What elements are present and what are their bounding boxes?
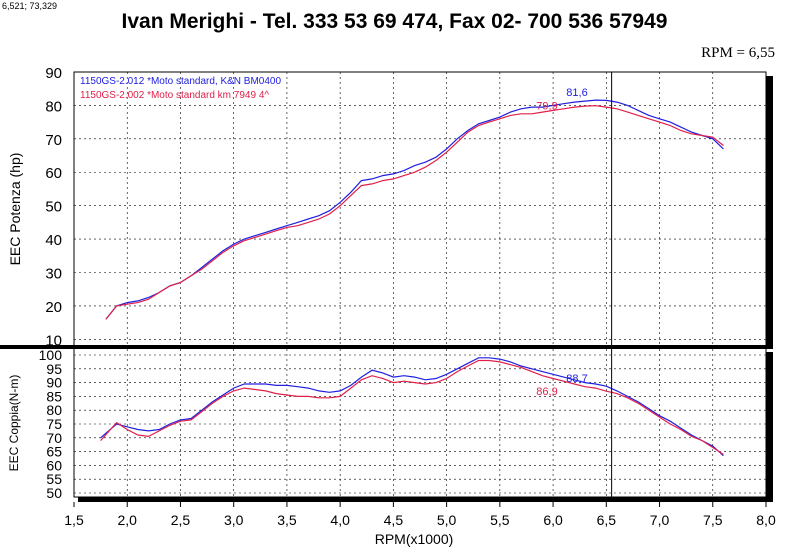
torque-panel-shadow-right [766,352,773,501]
power-series-lines [105,99,724,320]
torque-y-axis-label: EEC Coppia(N-m) [7,375,21,472]
x-tick-label: 2,5 [171,512,191,528]
torque-y-tick-label: 65 [46,444,62,460]
panel-separator [0,345,773,349]
x-tick-label: 5,5 [490,512,510,528]
torque-series-line-1 [100,357,724,457]
power-y-tick-label: 30 [45,265,62,282]
cursor-coordinates: 6,521; 73,329 [2,1,58,11]
torque-y-tick-label: 95 [46,361,62,377]
x-axis-label: RPM(x1000) [375,531,454,547]
power-annotation-1: 81,6 [566,87,587,99]
x-tick-label: 6,0 [543,512,563,528]
power-y-tick-label: 50 [45,199,62,216]
power-y-tick-label: 70 [45,132,62,149]
x-tick-labels: 1,5 2,0 2,5 3,0 3,5 4,0 4,5 5,0 5,5 6,0 6,5 7,0 7,5 8… [64,502,776,528]
power-panel-shadow-right [766,76,773,348]
x-tick-label: 2,0 [117,512,137,528]
torque-y-tick-label: 55 [46,471,62,487]
x-tick-label: 3,0 [224,512,244,528]
x-tick-label: 8,0 [756,512,776,528]
torque-y-tick-label: 80 [46,402,62,418]
x-tick-label: 7,0 [650,512,670,528]
power-y-tick-label: 40 [45,232,62,249]
torque-y-tick-label: 100 [39,347,63,363]
torque-series-line-2 [100,359,724,455]
power-legend: 1150GS-2.012 *Moto standard, K&N BM0400 … [80,76,281,101]
power-y-tick-label: 60 [45,165,62,182]
torque-series-lines [100,357,724,457]
power-y-tick-label: 10 [45,332,62,349]
x-tick-label: 7,5 [703,512,723,528]
torque-annotation-1: 88,7 [566,373,587,385]
legend-entry-run2: 1150GS-2.002 *Moto standard km 7949 4^ [80,90,269,101]
power-y-tick-labels: 90 80 70 60 50 40 30 20 10 [45,65,62,349]
power-panel-frame [73,71,767,347]
x-tick-label: 4,0 [330,512,350,528]
torque-y-tick-label: 90 [46,375,62,391]
power-gridlines [73,71,767,346]
power-y-tick-label: 90 [45,65,62,82]
page-title: Ivan Merighi - Tel. 333 53 69 474, Fax 0… [121,10,668,33]
power-series-line-2 [105,105,724,320]
power-annotation-2: 79,9 [536,101,557,113]
power-series-line-1 [105,99,724,320]
value-annotations: 81,6 79,9 88,7 86,9 [536,87,587,398]
torque-y-tick-label: 85 [46,388,62,404]
power-y-tick-label: 20 [45,299,62,316]
rpm-readout: RPM = 6,55 [701,45,775,61]
torque-panel-shadow-bottom [78,497,773,502]
torque-y-tick-label: 75 [46,416,62,432]
torque-annotation-2: 86,9 [536,386,557,398]
x-tick-label: 4,5 [384,512,404,528]
power-y-tick-label: 80 [45,98,62,115]
x-tick-label: 1,5 [64,512,84,528]
power-y-axis-label: EEC Potenza (hp) [7,153,23,266]
x-tick-label: 6,5 [597,512,617,528]
torque-y-tick-label: 60 [46,457,62,473]
torque-y-tick-label: 50 [46,485,62,501]
x-tick-label: 5,0 [437,512,457,528]
legend-entry-run1: 1150GS-2.012 *Moto standard, K&N BM0400 [80,76,281,87]
torque-y-tick-label: 70 [46,430,62,446]
torque-gridlines [73,349,767,497]
x-tick-label: 3,5 [277,512,297,528]
